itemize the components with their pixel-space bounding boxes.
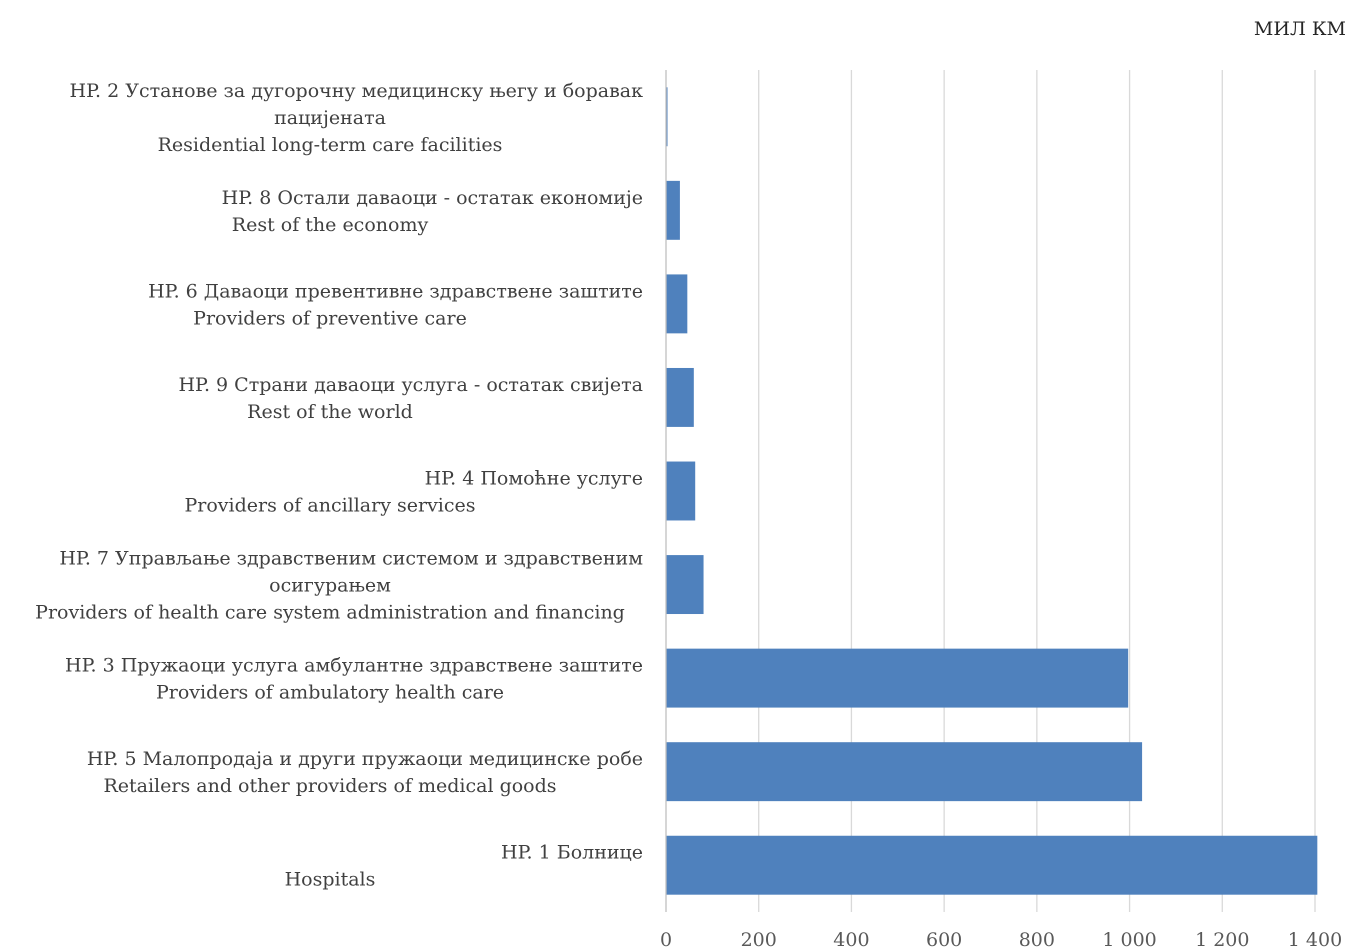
- category-label-line: Rest of the economy: [232, 214, 429, 236]
- bar: [666, 180, 680, 240]
- bar: [666, 555, 704, 615]
- x-tick-label: 1 400: [1288, 929, 1342, 950]
- tick-labels: 0 200 400 600 800 1 000 1 200 1 400: [660, 929, 1342, 950]
- category-label-line: Providers of ambulatory health care: [156, 682, 504, 704]
- unit-label: МИЛ КМ: [1254, 18, 1346, 40]
- bar: [666, 367, 694, 427]
- category-label-line: HP. 8 Остали даваоци - остатак економије: [222, 187, 643, 209]
- x-tick-label: 400: [833, 929, 869, 950]
- category-label-line: HP. 6 Даваоци превентивне здравствене за…: [148, 280, 643, 302]
- category-label-line: Hospitals: [285, 869, 376, 891]
- bar: [666, 648, 1129, 708]
- category-label-line: Providers of ancillary services: [184, 495, 475, 517]
- x-tick-label: 1 200: [1195, 929, 1249, 950]
- bar: [666, 742, 1143, 802]
- bars: [666, 87, 1318, 895]
- category-label-line: HP. 1 Болнице: [501, 842, 643, 864]
- category-label: HP. 6 Даваоци превентивне здравствене за…: [148, 280, 643, 329]
- bar: [666, 87, 668, 147]
- category-label: HP. 9 Страни даваоци услуга - остатак св…: [178, 374, 643, 423]
- bar: [666, 274, 688, 334]
- category-label-line: Rest of the world: [247, 401, 413, 423]
- x-tick-label: 1 000: [1102, 929, 1156, 950]
- bar: [666, 461, 696, 521]
- category-label: HP. 5 Малопродаја и други пружаоци медиц…: [87, 748, 643, 797]
- category-label: HP. 2 Установе за дугорочну медицинску њ…: [70, 80, 644, 156]
- category-label: HP. 1 Болнице Hospitals: [285, 842, 643, 891]
- bar: [666, 835, 1318, 895]
- category-label: HP. 3 Пружаоци услуга амбулантне здравст…: [65, 655, 643, 704]
- category-label-line: HP. 5 Малопродаја и други пружаоци медиц…: [87, 748, 643, 770]
- gridlines: [758, 70, 1316, 912]
- category-label-line: HP. 3 Пружаоци услуга амбулантне здравст…: [65, 655, 643, 677]
- category-label: HP. 7 Управљање здравственим системом и …: [35, 548, 643, 624]
- category-label-line: HP. 7 Управљање здравственим системом и …: [59, 548, 643, 570]
- category-label-line: Residential long-term care facilities: [158, 134, 503, 156]
- category-label-line: Providers of health care system administ…: [35, 602, 625, 624]
- category-label-line: осигурањем: [269, 575, 391, 597]
- x-tick-label: 200: [741, 929, 777, 950]
- category-label-line: HP. 2 Установе за дугорочну медицинску њ…: [70, 80, 644, 102]
- category-label-line: пацијената: [274, 107, 386, 129]
- category-label-line: HP. 4 Помоћне услуге: [425, 468, 643, 490]
- x-tick-label: 800: [1019, 929, 1055, 950]
- category-label-line: Retailers and other providers of medical…: [103, 775, 556, 797]
- category-labels: HP. 2 Установе за дугорочну медицинску њ…: [35, 80, 643, 891]
- category-label-line: Providers of preventive care: [193, 307, 467, 329]
- category-label-line: HP. 9 Страни даваоци услуга - остатак св…: [178, 374, 643, 396]
- x-tick-label: 600: [926, 929, 962, 950]
- category-label: HP. 4 Помоћне услуге Providers of ancilla…: [184, 468, 643, 517]
- category-label: HP. 8 Остали даваоци - остатак економије…: [222, 187, 643, 236]
- x-tick-label: 0: [660, 929, 672, 950]
